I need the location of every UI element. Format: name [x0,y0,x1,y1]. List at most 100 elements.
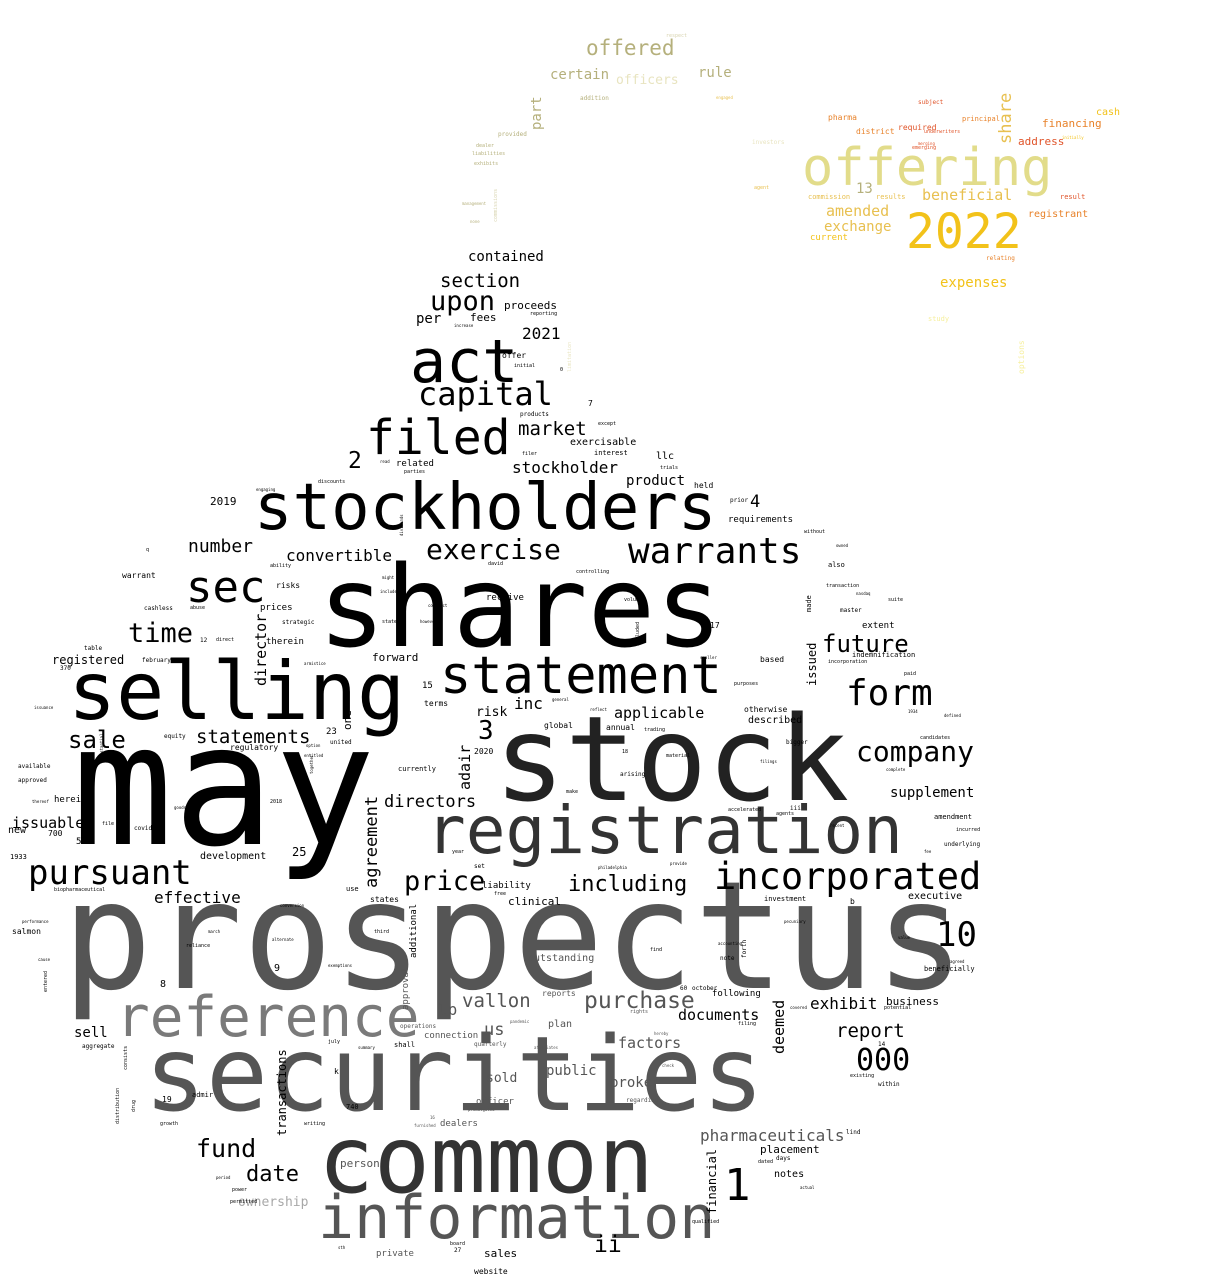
word-sth: sth [338,1245,346,1250]
word-business: business [886,995,939,1008]
word-upon: upon [430,286,496,317]
word-within: within [878,1081,900,1088]
word-alternate: alternate [272,937,294,942]
word-defined: defined [944,713,961,718]
word-information: information [318,1183,716,1253]
word-agent: agent [754,185,770,191]
word-relating: relating [986,255,1015,262]
word-cause: cause [38,957,51,962]
word-period: period [216,1175,231,1180]
word-salmon: salmon [12,927,41,936]
word-12: 12 [200,637,208,644]
word-except: except [598,421,617,427]
word-shall: shall [394,1041,416,1049]
word-available: available [18,763,51,770]
word-find: find [650,947,663,953]
word-potential: potential [884,1005,912,1011]
word-regarding: regarding [626,1097,659,1104]
word-currently: currently [398,765,436,773]
word-agents: agents [776,811,795,817]
word-17: 17 [710,621,720,630]
word-sold: sold [486,1071,518,1086]
word-financing: financing [1042,117,1102,130]
word-private: private [376,1249,414,1259]
word-october: october [692,985,718,992]
word-beneficially: beneficially [924,965,975,973]
word-suite: suite [888,597,904,603]
word-filings: filings [760,759,777,764]
word-covered: covered [790,1005,807,1010]
word-000: 000 [856,1043,911,1078]
word-operations: operations [400,1023,437,1030]
word-16: 16 [430,1115,435,1120]
word-owned: owned [836,543,849,548]
word-emerging: emerging [912,145,937,151]
word-vendor: vendor [574,977,589,982]
word-general: general [552,697,569,702]
word-directors: directors [384,792,477,812]
word-14: 14 [878,1041,886,1048]
word-commissions: commissions [493,188,499,222]
word-united: united [330,739,352,746]
word-outstanding: outstanding [528,953,595,964]
word-incorporated: incorporated [714,855,982,898]
word-370: 370 [60,665,71,672]
word-director: director [252,613,270,686]
word-offer: offer [502,351,527,360]
word-amended: amended [826,202,890,220]
word-current: current [810,233,848,243]
word-make: make [566,789,579,795]
word-power: power [232,1187,248,1193]
word-reports: reports [542,989,576,998]
word-covid: covid [134,825,153,832]
word-issued: issued [805,642,819,686]
word-equity: equity [164,733,186,740]
word-made: made [805,595,813,612]
word-march: march [208,929,221,934]
word-person: person [340,1157,380,1170]
word-officer: officer [476,1097,514,1107]
word-sales: sales [484,1247,518,1260]
word-2021: 2021 [522,324,561,343]
word-actual: actual [800,1185,815,1190]
word-notes: notes [774,1169,805,1180]
word-plan: plan [548,1019,573,1030]
word-date: date [246,1162,299,1187]
word-report: report [836,1020,905,1042]
word-might: might [382,575,395,580]
word-commission: commission [808,193,851,201]
word-3: 3 [478,716,494,746]
word-1933: 1933 [10,853,27,861]
word-requirements: requirements [728,515,794,525]
word-terms: terms [424,699,449,708]
word-exhibit: exhibit [810,994,878,1013]
word-5: 5 [76,837,82,847]
word-existing: existing [850,1073,875,1079]
word-addition: addition [580,95,609,102]
word-master: master [840,607,862,614]
word-promulgated: promulgated [468,1107,495,1112]
word-convertible: convertible [286,546,392,565]
word-included: included [635,621,641,646]
word-60: 60 [680,985,688,992]
word-statement: statement [440,646,722,706]
word-volume: volume [624,597,643,603]
word-goods: goods [174,805,187,810]
word-stockholders: stockholders [254,471,717,545]
word-fund: fund [196,1134,257,1163]
word-armistice: armistice [304,661,326,666]
word-pharma: pharma [828,113,857,122]
word-lp: lp [438,1000,458,1019]
word-2020: 2020 [474,747,494,756]
word-year: year [452,849,465,855]
word-arising: arising [620,771,646,778]
word-principal: principal [962,115,1000,123]
word-q: q [146,547,150,553]
word-reporting: reporting [530,311,558,317]
word-however: however [420,619,437,624]
word-affiliates: affiliates [534,1045,559,1050]
word-held: held [694,481,714,490]
word-one: one [341,710,354,730]
word-february: february [142,657,171,664]
word-2019: 2019 [210,495,237,508]
